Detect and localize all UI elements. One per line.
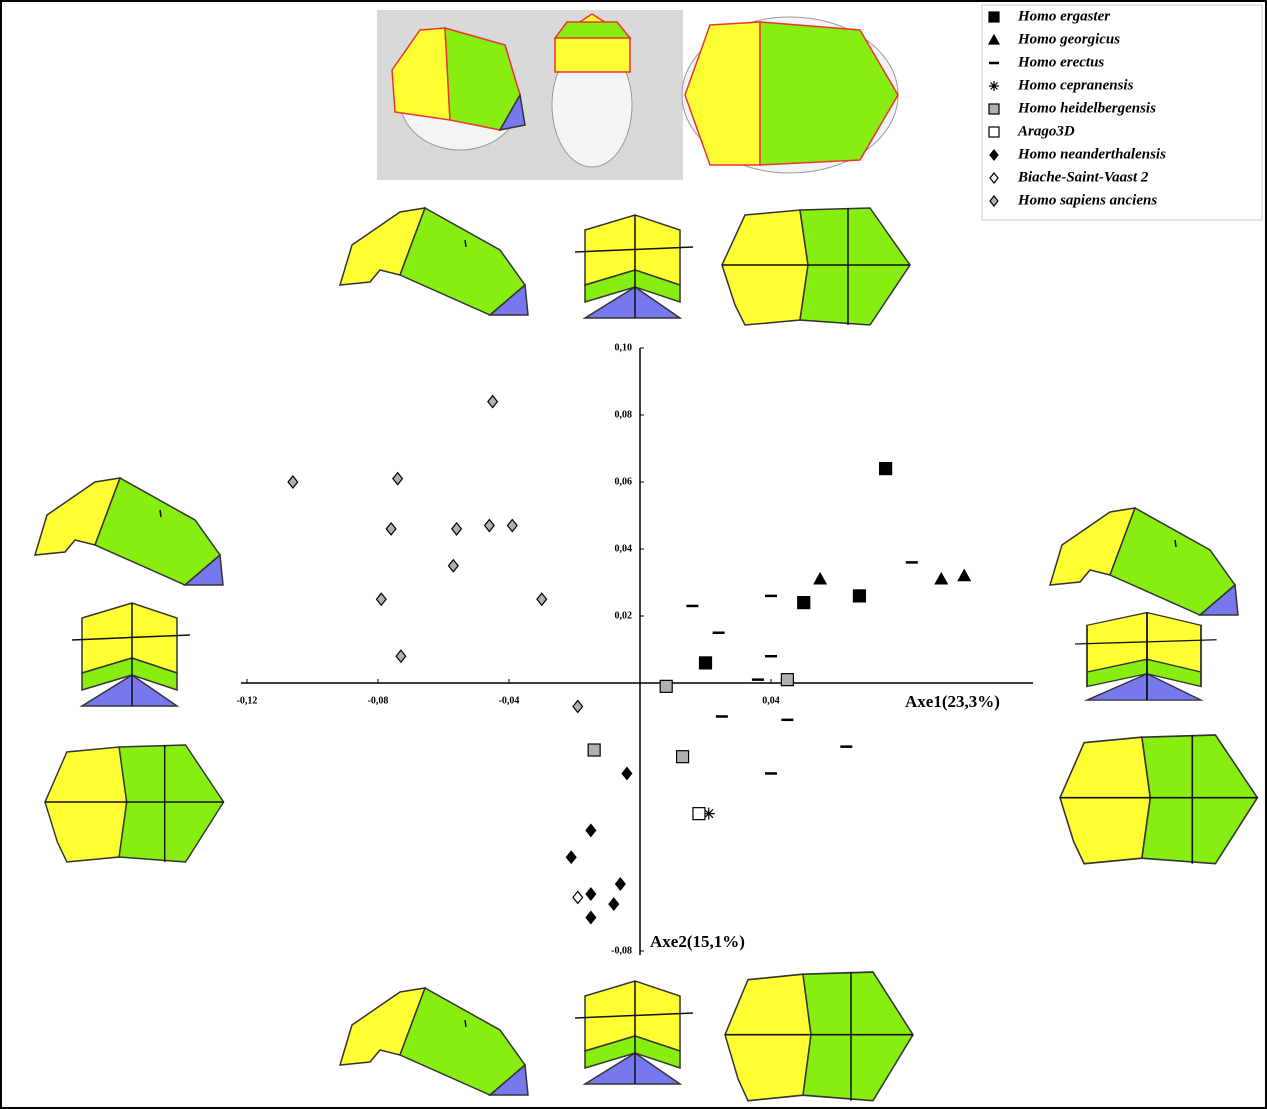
marker-square xyxy=(587,743,601,757)
x-tick-label: -0,12 xyxy=(237,695,258,706)
y-axis-label: Axe2(15,1%) xyxy=(650,932,745,951)
marker-square xyxy=(988,126,1000,138)
marker-asterisk xyxy=(989,81,999,91)
marker-diamond xyxy=(989,149,999,161)
shape-diagrams xyxy=(34,207,1259,1102)
x-axis-label: Axe1(23,3%) xyxy=(905,692,1000,711)
marker-diamond xyxy=(487,394,499,409)
marker-square xyxy=(879,462,893,476)
marker-diamond xyxy=(287,475,299,489)
y-tick-label: 0,02 xyxy=(615,610,633,621)
skull-reference xyxy=(377,10,899,180)
legend-label: Homo sapiens anciens xyxy=(1017,192,1157,208)
y-tick-label: 0,10 xyxy=(615,342,633,353)
legend-box xyxy=(981,4,1263,221)
y-tick-label: 0,06 xyxy=(615,476,633,487)
y-tick-label: 0,04 xyxy=(615,543,633,554)
marker-triangle xyxy=(934,571,949,585)
marker-square xyxy=(988,11,1000,23)
marker-diamond xyxy=(572,890,584,905)
marker-square xyxy=(675,750,690,764)
y-tick-label: -0,08 xyxy=(611,945,632,956)
marker-diamond xyxy=(608,897,620,912)
marker-diamond xyxy=(483,518,495,533)
marker-square xyxy=(852,589,867,603)
legend-label: Homo georgicus xyxy=(1017,31,1120,47)
marker-diamond xyxy=(451,521,463,536)
marker-square xyxy=(797,595,811,610)
marker-asterisk xyxy=(702,807,715,820)
marker-diamond xyxy=(585,823,597,838)
marker-diamond xyxy=(565,850,577,865)
marker-diamond xyxy=(621,766,633,781)
legend-label: Homo cepranensis xyxy=(1017,77,1134,93)
marker-triangle xyxy=(957,568,972,582)
marker-diamond xyxy=(585,910,597,925)
marker-square xyxy=(659,679,673,693)
marker-diamond xyxy=(989,195,999,207)
marker-diamond xyxy=(506,518,518,533)
marker-diamond xyxy=(585,887,597,902)
legend-label: Arago3D xyxy=(1017,123,1075,139)
marker-triangle xyxy=(813,571,828,585)
marker-square xyxy=(698,656,713,670)
x-tick-label: 0,04 xyxy=(762,695,780,706)
legend-label: Biache-Saint-Vaast 2 xyxy=(1017,169,1149,185)
marker-triangle xyxy=(987,33,1001,45)
marker-diamond xyxy=(536,592,548,607)
marker-diamond xyxy=(392,471,404,486)
legend-label: Homo ergaster xyxy=(1017,8,1110,24)
marker-diamond xyxy=(572,699,584,714)
y-tick-label: 0,08 xyxy=(615,409,633,420)
legend-label: Homo neanderthalensis xyxy=(1017,146,1166,162)
marker-diamond xyxy=(614,877,626,891)
x-tick-label: -0,04 xyxy=(499,695,520,706)
marker-diamond xyxy=(989,172,999,184)
marker-diamond xyxy=(385,521,397,536)
marker-square xyxy=(692,807,706,821)
marker-diamond xyxy=(447,558,459,573)
marker-diamond xyxy=(395,649,407,664)
marker-square xyxy=(988,103,1000,115)
x-tick-label: -0,08 xyxy=(368,695,389,706)
marker-square xyxy=(780,673,794,687)
legend-label: Homo erectus xyxy=(1017,54,1104,70)
legend-label: Homo heidelbergensis xyxy=(1017,100,1156,116)
marker-diamond xyxy=(375,592,387,607)
